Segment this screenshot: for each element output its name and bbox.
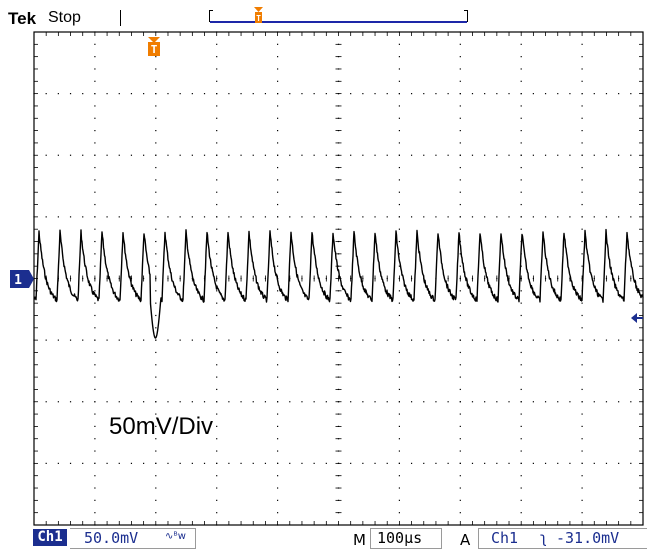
waveform-trace bbox=[34, 230, 643, 338]
bottom-status-bar: Ch1 50.0mV ∿ᴮw M 100µs A Ch1 ʅ -31.0mV bbox=[0, 526, 648, 550]
trigger-level-arrow-icon[interactable] bbox=[631, 313, 643, 323]
trigger-marker-label: T bbox=[151, 43, 158, 56]
record-trigger-marker: T bbox=[254, 7, 263, 23]
falling-edge-icon: ʅ bbox=[540, 529, 547, 547]
channel-badge[interactable]: Ch1 bbox=[33, 529, 67, 546]
main-timebase-label: M bbox=[353, 531, 366, 549]
trigger-level: -31.0mV bbox=[556, 529, 619, 547]
bandwidth-limit-icon: ∿ᴮw bbox=[165, 531, 186, 542]
time-per-div: 100µs bbox=[377, 529, 422, 547]
volts-per-div: 50.0mV bbox=[84, 529, 138, 547]
graticule-grid bbox=[33, 31, 643, 525]
trigger-source: Ch1 bbox=[491, 529, 518, 547]
scale-annotation: 50mV/Div bbox=[109, 413, 213, 441]
channel-marker-label: 1 bbox=[14, 273, 22, 288]
record-trigger-label: T bbox=[256, 14, 261, 23]
trigger-mode-label: A bbox=[460, 531, 470, 549]
channel-1-marker[interactable]: 1 bbox=[10, 270, 34, 288]
trigger-position-marker[interactable]: T bbox=[148, 37, 160, 56]
